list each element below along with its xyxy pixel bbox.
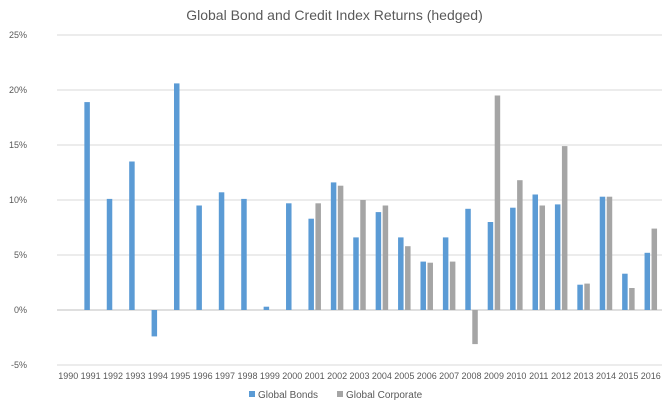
bar-global-bonds-2004 — [375, 212, 382, 310]
x-axis-tick-labels: 1990 1991 1992 1993 1994 1995 1996 1997 1998 1999… — [58, 371, 661, 381]
x-tick-label: 1995 — [170, 371, 190, 381]
bars — [84, 83, 658, 345]
x-tick-label: 1993 — [125, 371, 145, 381]
x-tick-label: 2012 — [551, 371, 571, 381]
x-tick-label: 2006 — [417, 371, 437, 381]
y-tick-label: -5% — [11, 360, 27, 370]
bar-global-bonds-1992 — [106, 198, 113, 310]
legend-label-global-bonds: Global Bonds — [258, 390, 318, 401]
bar-global-bonds-2005 — [398, 237, 404, 310]
bar-global-bonds-2010 — [510, 207, 516, 310]
legend-swatch-global-bonds — [249, 391, 255, 397]
bar-global-bonds-2003 — [353, 237, 359, 310]
bar-global-bonds-2008 — [465, 208, 471, 310]
x-tick-label: 2000 — [282, 371, 302, 381]
bar-global-bonds-2006 — [420, 261, 426, 310]
bar-global-corporate-2006 — [427, 262, 433, 310]
bar-global-corporate-2003 — [360, 200, 366, 310]
bar-global-corporate-2012 — [561, 146, 568, 310]
bar-global-bonds-2007 — [442, 237, 449, 310]
x-tick-label: 1992 — [103, 371, 123, 381]
x-tick-label: 2013 — [574, 371, 594, 381]
y-axis-tick-labels: -5% 0% 5% 10% 15% 20% 25% — [9, 30, 27, 370]
bar-global-corporate-2015 — [629, 288, 635, 310]
x-tick-label: 2001 — [305, 371, 325, 381]
x-tick-label: 2014 — [596, 371, 616, 381]
bar-global-bonds-2012 — [554, 204, 561, 310]
bar-global-corporate-2014 — [606, 196, 613, 310]
bar-global-bonds-1993 — [129, 161, 135, 310]
y-tick-label: 20% — [9, 85, 27, 95]
x-tick-label: 2011 — [529, 371, 548, 381]
bar-global-corporate-2011 — [539, 205, 546, 310]
y-tick-label: 15% — [9, 140, 27, 150]
bar-global-bonds-2015 — [622, 273, 628, 310]
bar-global-bonds-2002 — [330, 182, 337, 310]
bar-global-bonds-2009 — [487, 222, 494, 310]
y-tick-label: 10% — [9, 195, 27, 205]
x-tick-label: 2010 — [506, 371, 526, 381]
x-tick-label: 1997 — [215, 371, 235, 381]
bar-global-corporate-2007 — [449, 261, 456, 310]
y-tick-label: 0% — [14, 305, 27, 315]
bar-global-corporate-2001 — [315, 203, 321, 310]
bar-global-bonds-1997 — [218, 192, 225, 310]
bar-global-bonds-2001 — [308, 218, 314, 310]
bar-global-bonds-2016 — [644, 252, 651, 310]
x-tick-label: 2009 — [484, 371, 504, 381]
x-tick-label: 2005 — [394, 371, 414, 381]
chart-title: Global Bond and Credit Index Returns (he… — [186, 7, 483, 23]
bar-global-corporate-2013 — [584, 283, 590, 310]
y-tick-label: 5% — [14, 250, 27, 260]
bar-global-bonds-1994 — [151, 310, 158, 337]
bar-global-bonds-2014 — [599, 196, 606, 310]
x-tick-label: 1994 — [148, 371, 168, 381]
gridlines — [57, 34, 662, 366]
bar-global-bonds-2013 — [577, 284, 583, 310]
y-tick-label: 25% — [9, 30, 27, 40]
bar-global-bonds-1996 — [196, 205, 202, 310]
bar-global-bonds-1998 — [241, 198, 247, 310]
x-tick-label: 1999 — [260, 371, 280, 381]
x-tick-label: 2004 — [372, 371, 392, 381]
bar-global-corporate-2009 — [494, 95, 501, 310]
x-tick-label: 2007 — [439, 371, 459, 381]
x-tick-label: 2015 — [618, 371, 638, 381]
x-tick-label: 1990 — [58, 371, 78, 381]
x-tick-label: 2002 — [327, 371, 347, 381]
legend-label-global-corporate: Global Corporate — [346, 390, 423, 401]
bar-global-bonds-1995 — [173, 83, 180, 311]
bar-global-bonds-2011 — [532, 194, 539, 310]
x-tick-label: 1991 — [81, 371, 101, 381]
legend-swatch-global-corporate — [337, 391, 343, 397]
bar-global-corporate-2002 — [337, 185, 344, 310]
bar-global-corporate-2010 — [517, 180, 523, 310]
x-tick-label: 2008 — [462, 371, 482, 381]
bar-global-corporate-2005 — [405, 246, 411, 310]
bar-global-corporate-2016 — [651, 228, 658, 310]
bar-global-bonds-2000 — [286, 203, 292, 310]
bar-global-corporate-2004 — [382, 205, 389, 310]
x-tick-label: 2016 — [641, 371, 661, 381]
x-tick-label: 1996 — [193, 371, 213, 381]
bar-global-bonds-1991 — [84, 102, 90, 310]
x-tick-label: 2003 — [349, 371, 369, 381]
x-tick-label: 1998 — [237, 371, 257, 381]
bar-global-corporate-2008 — [472, 310, 478, 345]
legend: Global Bonds Global Corporate — [249, 390, 423, 401]
bar-global-bonds-1999 — [263, 306, 270, 310]
